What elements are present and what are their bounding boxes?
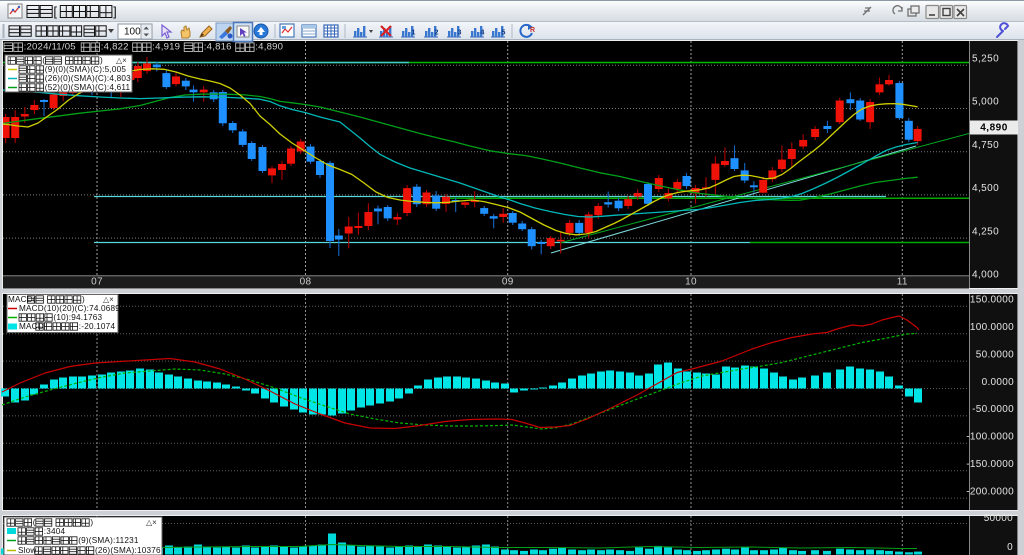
- svg-text:(10):94.1763: (10):94.1763: [53, 313, 102, 322]
- svg-text:0: 0: [1007, 542, 1013, 553]
- svg-text:1: 1: [412, 30, 416, 37]
- svg-text:3: 3: [458, 30, 462, 37]
- svg-text:5: 5: [502, 30, 506, 37]
- svg-text:11: 11: [897, 276, 908, 287]
- svg-text:): ): [82, 295, 85, 304]
- svg-text:08: 08: [300, 276, 312, 287]
- svg-text:4,750: 4,750: [972, 140, 999, 151]
- svg-text:09: 09: [502, 276, 514, 287]
- svg-text:MACD(: MACD(: [8, 295, 36, 304]
- svg-text:-50.0000: -50.0000: [972, 404, 1014, 415]
- svg-text:Slow: Slow: [18, 546, 37, 555]
- svg-text:100.0000: 100.0000: [970, 322, 1014, 333]
- svg-text:): ): [100, 56, 103, 65]
- svg-text:5,000: 5,000: [972, 97, 999, 108]
- svg-text:10: 10: [685, 276, 697, 287]
- svg-text:[: [: [53, 4, 57, 19]
- svg-text:0.0000: 0.0000: [982, 377, 1015, 388]
- svg-text::-20.1074: :-20.1074: [79, 322, 116, 331]
- svg-text:△×: △×: [146, 518, 157, 527]
- svg-text:150.0000: 150.0000: [970, 295, 1014, 306]
- svg-text:-100.0000: -100.0000: [966, 432, 1014, 443]
- svg-text:(9)(SMA):11231: (9)(SMA):11231: [78, 536, 139, 545]
- svg-text:4,890: 4,890: [980, 122, 1008, 133]
- svg-text::3404: :3404: [44, 527, 66, 536]
- svg-text:R: R: [530, 27, 535, 34]
- svg-text:MACD: MACD: [19, 322, 44, 331]
- svg-text::2024/11/05: :2024/11/05: [24, 42, 76, 53]
- svg-text:5,250: 5,250: [972, 54, 999, 65]
- svg-text:(26)(0)(SMA)(C):4,803: (26)(0)(SMA)(C):4,803: [45, 74, 131, 83]
- svg-text:4,500: 4,500: [972, 183, 999, 194]
- svg-text:(: (: [33, 518, 36, 527]
- svg-text:△×: △×: [116, 56, 127, 65]
- svg-text:]: ]: [113, 4, 117, 19]
- svg-text::4,890: :4,890: [255, 42, 283, 53]
- svg-text:50.0000: 50.0000: [976, 349, 1014, 360]
- svg-text::4,822: :4,822: [101, 42, 129, 53]
- svg-text:(9)(0)(SMA)(C):5,005: (9)(0)(SMA)(C):5,005: [45, 65, 127, 74]
- svg-text::4,919: :4,919: [152, 42, 180, 53]
- svg-text:): ): [90, 518, 93, 527]
- svg-text:50000: 50000: [984, 513, 1013, 524]
- svg-text:(: (: [42, 56, 45, 65]
- svg-text:-150.0000: -150.0000: [966, 459, 1014, 470]
- svg-text:4: 4: [481, 30, 485, 37]
- svg-text:(26)(SMA):10376: (26)(SMA):10376: [95, 546, 161, 555]
- svg-text:4,250: 4,250: [972, 226, 999, 237]
- svg-text:100: 100: [124, 27, 141, 38]
- svg-text:△×: △×: [103, 295, 114, 304]
- svg-text:07: 07: [91, 276, 103, 287]
- svg-text:-200.0000: -200.0000: [966, 486, 1014, 497]
- svg-text:MACD(10)(20)(C):74.0689: MACD(10)(20)(C):74.0689: [19, 304, 120, 313]
- svg-text::4,816: :4,816: [204, 42, 232, 53]
- svg-text:(52)(0)(SMA)(C):4,611: (52)(0)(SMA)(C):4,611: [45, 83, 131, 92]
- svg-text:2: 2: [435, 30, 439, 37]
- svg-text:4,000: 4,000: [972, 270, 999, 281]
